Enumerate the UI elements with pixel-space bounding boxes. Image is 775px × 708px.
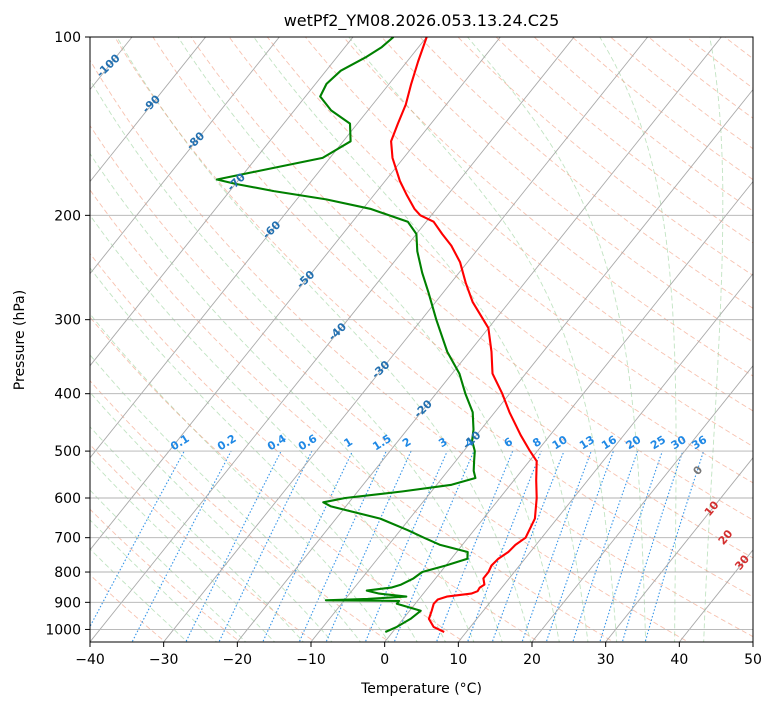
x-tick-label: 40 xyxy=(670,652,688,668)
isotherm-line xyxy=(531,364,753,642)
dry-adiabat-line xyxy=(152,37,753,559)
isotherm-line xyxy=(90,37,207,183)
dry-adiabat-line xyxy=(114,37,753,598)
mixing-ratio-line xyxy=(90,450,185,628)
y-tick-label: 400 xyxy=(54,387,81,403)
mixing-ratio-line xyxy=(435,450,514,642)
y-axis-ticks: 100 200 300 400 500 600 700 800 900 1000 xyxy=(45,30,90,638)
y-tick-label: 900 xyxy=(54,595,81,611)
plot-area: 0.1 0.2 0.4 0.6 1 1.5 2 3 4 6 8 10 13 16 20 25 30 36-100-… xyxy=(90,37,769,642)
y-tick-label: 200 xyxy=(54,208,81,224)
isotherm-line xyxy=(163,37,649,642)
dry-adiabat-line xyxy=(190,37,753,521)
mixing-ratio-line xyxy=(364,450,448,642)
x-tick-label: 30 xyxy=(597,652,615,668)
mixing-ratio-line xyxy=(521,450,592,642)
y-tick-label: 500 xyxy=(54,444,81,460)
x-tick-label: −40 xyxy=(75,652,105,668)
mixing-ratio-line xyxy=(644,450,705,642)
dry-adiabat-line xyxy=(90,252,540,642)
mixing-ratio-line xyxy=(393,450,475,642)
isotherm-line xyxy=(236,37,722,642)
isotherm-line xyxy=(90,37,280,275)
dry-adiabat-line xyxy=(90,444,316,642)
mixing-ratio-line xyxy=(325,450,412,642)
isotherm-line xyxy=(90,37,428,459)
mixing-ratio-line xyxy=(572,450,639,642)
y-tick-label: 1000 xyxy=(45,622,81,638)
isotherm-line xyxy=(457,272,753,642)
plot-frame xyxy=(89,36,754,643)
y-axis-label: Pressure (hPa) xyxy=(12,290,28,390)
isotherm-line xyxy=(90,37,354,367)
x-axis-ticks: −40 −30 −20 −10 0 10 20 30 40 50 xyxy=(75,642,762,668)
y-tick-label: 600 xyxy=(54,491,81,507)
y-tick-label: 300 xyxy=(54,313,81,329)
isotherm-line xyxy=(310,88,753,642)
isotherm-line xyxy=(384,180,753,642)
x-tick-label: −10 xyxy=(296,652,326,668)
mixing-ratio-line xyxy=(621,450,684,642)
chart-title: wetPf2_YM08.2026.053.13.24.C25 xyxy=(284,11,560,31)
isotherm-line xyxy=(90,37,575,642)
dry-adiabat-line xyxy=(304,37,753,412)
isotherm-line xyxy=(90,37,501,551)
y-tick-label: 800 xyxy=(54,565,81,581)
mixing-ratio-line xyxy=(599,450,663,642)
mixing-ratio-line xyxy=(262,450,353,642)
y-tick-label: 100 xyxy=(54,30,81,46)
dry-adiabat-line xyxy=(342,37,753,377)
y-tick-label: 700 xyxy=(54,531,81,547)
x-tick-label: 10 xyxy=(449,652,467,668)
x-tick-label: 20 xyxy=(523,652,541,668)
x-axis-label: Temperature (°C) xyxy=(360,681,482,697)
moist-adiabat-label: 40 xyxy=(749,577,769,597)
isotherms xyxy=(90,37,753,642)
series-temperature xyxy=(390,37,538,633)
x-tick-label: 50 xyxy=(744,652,762,668)
series-dewpoint xyxy=(215,37,477,633)
x-tick-label: 0 xyxy=(380,652,389,668)
x-tick-label: −30 xyxy=(149,652,179,668)
mixing-ratio-line xyxy=(298,450,387,642)
mixing-ratio-line xyxy=(218,450,313,642)
mixing-ratio-lines xyxy=(90,450,705,642)
x-tick-label: −20 xyxy=(223,652,253,668)
mixing-ratio-line xyxy=(491,450,565,642)
sounding-series xyxy=(215,37,538,633)
mixing-ratio-line xyxy=(545,450,614,642)
mixing-ratio-line xyxy=(185,450,282,642)
dry-adiabat-line xyxy=(90,59,753,638)
isotherm-line xyxy=(605,457,753,642)
